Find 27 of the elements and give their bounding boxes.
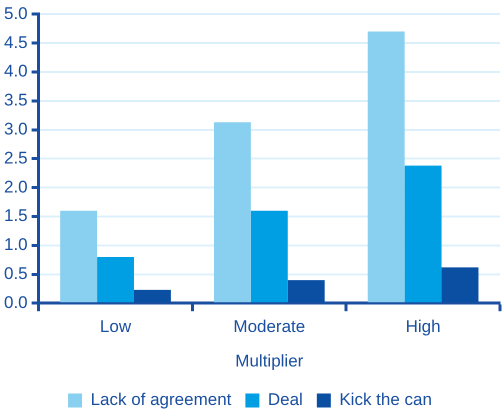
bar: [214, 122, 251, 302]
y-tick-label: 2.0: [4, 177, 28, 196]
bar: [134, 290, 171, 302]
x-tick-label: High: [406, 317, 441, 336]
y-tick-label: 0.5: [4, 264, 28, 283]
x-tick-label: Low: [100, 317, 132, 336]
y-tick-label: 3.0: [4, 119, 28, 138]
y-tick-label: 4.5: [4, 32, 28, 52]
y-tick-label: 3.5: [4, 90, 28, 110]
bar: [60, 210, 98, 302]
bar: [250, 210, 288, 302]
bar: [368, 32, 405, 302]
y-tick-label: 4.0: [4, 62, 28, 81]
y-tick-label: 2.5: [4, 148, 28, 168]
y-tick-label: 1.0: [4, 235, 28, 254]
y-tick-label: 5.0: [4, 4, 28, 23]
legend-label: Kick the can: [339, 390, 432, 410]
y-tick-label: 0.0: [4, 292, 28, 312]
legend-label: Lack of agreement: [90, 390, 232, 410]
y-tick-label: 1.5: [4, 206, 28, 226]
bar: [442, 267, 478, 302]
x-axis-title: Multiplier: [235, 351, 304, 370]
legend-label: Deal: [268, 390, 303, 410]
bar: [288, 280, 325, 302]
bar: [97, 256, 134, 302]
x-tick-label: Moderate: [233, 317, 306, 336]
bar: [404, 166, 442, 302]
